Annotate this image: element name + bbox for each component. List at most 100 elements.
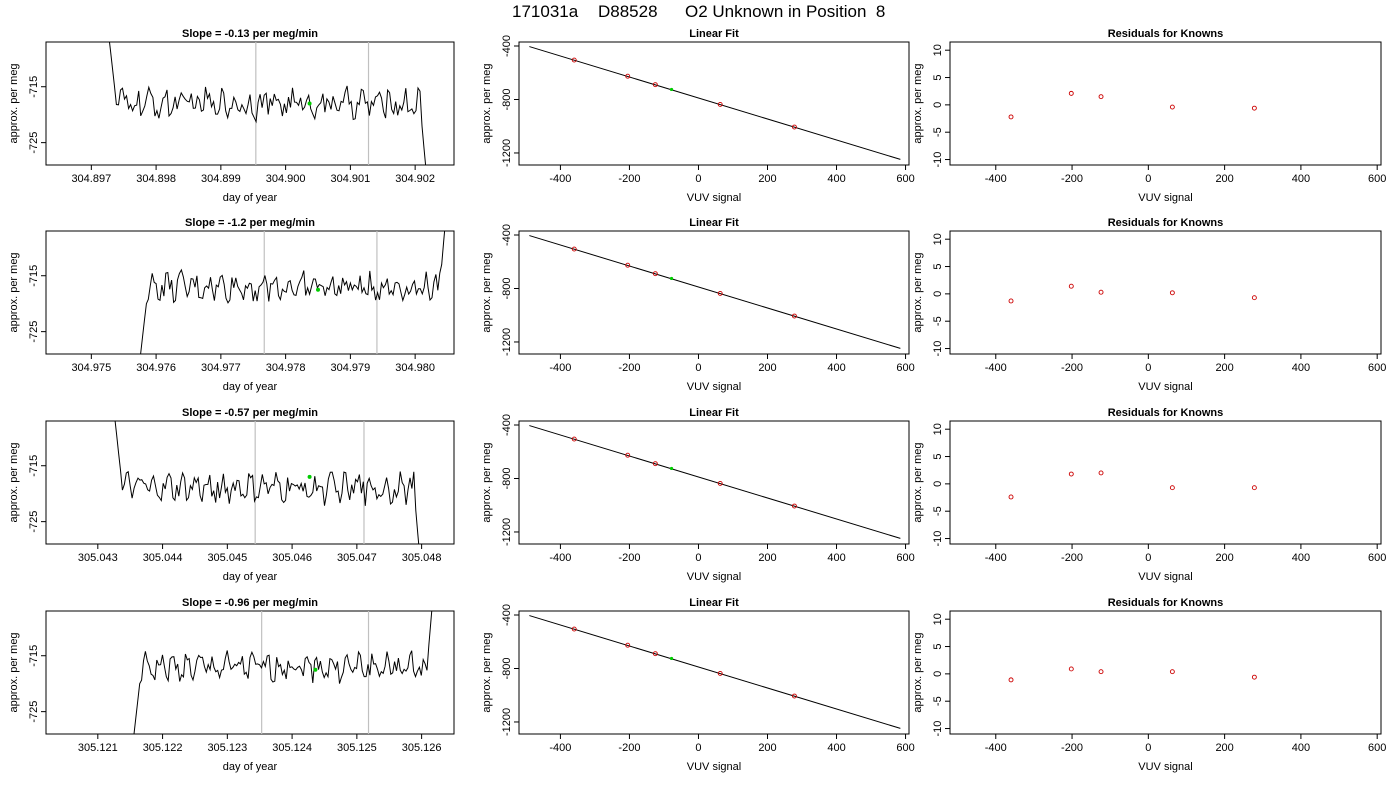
linear_fit-1-y-tick-label: -400 bbox=[501, 35, 513, 57]
timeseries-4-x-tick-label: 305.121 bbox=[78, 742, 118, 754]
timeseries-1-unknown-point bbox=[307, 101, 312, 106]
run-date: 171031a bbox=[512, 2, 579, 21]
linear_fit-3-known-point bbox=[652, 461, 658, 467]
timeseries-4-x-tick-label: 305.124 bbox=[272, 742, 312, 754]
linear_fit-1-x-tick-label: -200 bbox=[618, 173, 640, 185]
timeseries-3-x-tick-label: 305.043 bbox=[78, 552, 118, 564]
linear_fit-2-x-tick-label: 400 bbox=[827, 362, 845, 374]
linear_fit-2-unknown-point bbox=[669, 276, 674, 281]
residuals-4-residual-point bbox=[1008, 677, 1014, 683]
timeseries-1-x-tick-label: 304.901 bbox=[330, 173, 370, 185]
residuals-2-y-tick-label: 10 bbox=[932, 233, 944, 245]
residuals-2-title: Residuals for Knowns bbox=[1108, 217, 1224, 229]
timeseries-1-trace-line bbox=[108, 42, 427, 165]
residuals-2-y-tick-label: 5 bbox=[932, 263, 944, 269]
linear_fit-3-x-axis-label: VUV signal bbox=[687, 571, 741, 583]
residuals-2-plot-frame bbox=[949, 230, 1382, 355]
linear_fit-1-plot-frame bbox=[518, 41, 910, 166]
residuals-1-residual-point bbox=[1008, 114, 1014, 120]
timeseries-2-y-tick-label: -715 bbox=[28, 265, 40, 287]
residuals-1-y-tick-label: 0 bbox=[932, 102, 944, 108]
residuals-2-x-tick-label: 400 bbox=[1292, 362, 1310, 374]
linear_fit-1-x-tick-label: 200 bbox=[758, 173, 776, 185]
timeseries-4-x-tick-label: 305.126 bbox=[402, 742, 442, 754]
timeseries-1-x-tick-label: 304.902 bbox=[395, 173, 435, 185]
linear_fit-2-known-point bbox=[571, 246, 577, 252]
residuals-3-residual-point bbox=[1008, 494, 1014, 500]
timeseries-1-x-tick-label: 304.900 bbox=[266, 173, 306, 185]
linear_fit-3-y-tick-label: -1200 bbox=[501, 518, 513, 546]
linear_fit-1-x-tick-label: 400 bbox=[827, 173, 845, 185]
linear_fit-1-x-tick-label: 0 bbox=[695, 173, 701, 185]
residuals-1-x-tick-label: 400 bbox=[1292, 173, 1310, 185]
residuals-2-x-tick-label: 0 bbox=[1145, 362, 1151, 374]
linear_fit-1-unknown-point bbox=[669, 87, 674, 92]
timeseries-3-x-tick-label: 305.046 bbox=[272, 552, 312, 564]
residuals-2-x-tick-label: -200 bbox=[1061, 362, 1083, 374]
timeseries-1-y-axis-label: approx. per meg bbox=[8, 63, 20, 143]
residuals-4-y-tick-label: -5 bbox=[932, 696, 944, 706]
linear_fit-2-x-tick-label: -400 bbox=[549, 362, 571, 374]
timeseries-1-y-tick-label: -715 bbox=[28, 76, 40, 98]
timeseries-2-x-tick-label: 304.980 bbox=[395, 362, 435, 374]
linear_fit-4-x-tick-label: 200 bbox=[758, 742, 776, 754]
linear_fit-2-known-point bbox=[717, 290, 723, 296]
residuals-1-y-tick-label: 10 bbox=[932, 44, 944, 56]
residuals-3-x-tick-label: 200 bbox=[1215, 552, 1233, 564]
timeseries-4-y-tick-label: -715 bbox=[28, 645, 40, 667]
linear_fit-2-y-tick-label: -400 bbox=[501, 224, 513, 246]
residuals-4-residual-point bbox=[1098, 669, 1104, 675]
linear_fit-3-y-axis-label: approx. per meg bbox=[481, 442, 493, 522]
timeseries-1-title: Slope = -0.13 per meg/min bbox=[182, 28, 318, 40]
linear_fit-4-y-tick-label: -400 bbox=[501, 604, 513, 626]
linear_fit-4-known-point bbox=[791, 693, 797, 699]
timeseries-4-title: Slope = -0.96 per meg/min bbox=[182, 597, 318, 609]
timeseries-3-unknown-point bbox=[307, 474, 312, 479]
timeseries-1-y-tick-label: -725 bbox=[28, 132, 40, 154]
residuals-3-x-tick-label: 600 bbox=[1368, 552, 1386, 564]
linear_fit-2-known-point bbox=[791, 313, 797, 319]
residuals-4-y-tick-label: 0 bbox=[932, 671, 944, 677]
residuals-3-y-tick-label: 0 bbox=[932, 481, 944, 487]
linear_fit-1-x-tick-label: 600 bbox=[896, 173, 914, 185]
linear_fit-3-title: Linear Fit bbox=[689, 407, 739, 419]
residuals-2-residual-point bbox=[1068, 283, 1074, 289]
timeseries-2-x-tick-label: 304.975 bbox=[71, 362, 111, 374]
linear_fit-4-unknown-point bbox=[669, 656, 674, 661]
residuals-1-residual-point bbox=[1068, 90, 1074, 96]
linear_fit-1-fit-line bbox=[529, 46, 901, 160]
residuals-4-x-tick-label: 200 bbox=[1215, 742, 1233, 754]
residuals-4-y-axis-label: approx. per meg bbox=[912, 632, 924, 712]
linear_fit-3-known-point bbox=[571, 436, 577, 442]
linear_fit-4-title: Linear Fit bbox=[689, 597, 739, 609]
residuals-4-x-tick-label: 0 bbox=[1145, 742, 1151, 754]
timeseries-3-title: Slope = -0.57 per meg/min bbox=[182, 407, 318, 419]
linear_fit-4-y-tick-label: -800 bbox=[501, 657, 513, 679]
residuals-3-y-tick-label: -5 bbox=[932, 506, 944, 516]
residuals-2-residual-point bbox=[1098, 289, 1104, 295]
linear_fit-4-known-point bbox=[625, 642, 631, 648]
timeseries-4-trace-line bbox=[133, 611, 433, 734]
timeseries-2-y-axis-label: approx. per meg bbox=[8, 252, 20, 332]
residuals-1-residual-point bbox=[1169, 104, 1175, 110]
linear_fit-2-known-point bbox=[652, 271, 658, 277]
timeseries-4-y-axis-label: approx. per meg bbox=[8, 632, 20, 712]
linear_fit-1-y-tick-label: -800 bbox=[501, 88, 513, 110]
residuals-4-x-axis-label: VUV signal bbox=[1138, 761, 1192, 773]
linear_fit-4-x-tick-label: 400 bbox=[827, 742, 845, 754]
linear_fit-2-x-tick-label: 200 bbox=[758, 362, 776, 374]
linear_fit-3-known-point bbox=[625, 452, 631, 458]
residuals-2-x-axis-label: VUV signal bbox=[1138, 381, 1192, 393]
timeseries-3-plot-frame bbox=[45, 420, 455, 545]
timeseries-3-x-tick-label: 305.044 bbox=[143, 552, 183, 564]
timeseries-4-y-tick-label: -725 bbox=[28, 701, 40, 723]
timeseries-3-y-tick-label: -725 bbox=[28, 511, 40, 533]
residuals-2-y-tick-label: -5 bbox=[932, 316, 944, 326]
residuals-4-residual-point bbox=[1251, 674, 1257, 680]
linear_fit-2-x-axis-label: VUV signal bbox=[687, 381, 741, 393]
linear_fit-2-y-tick-label: -1200 bbox=[501, 328, 513, 356]
timeseries-3-trace-line bbox=[114, 421, 420, 544]
residuals-2-y-tick-label: -10 bbox=[932, 341, 944, 357]
timeseries-1-x-tick-label: 304.899 bbox=[201, 173, 241, 185]
